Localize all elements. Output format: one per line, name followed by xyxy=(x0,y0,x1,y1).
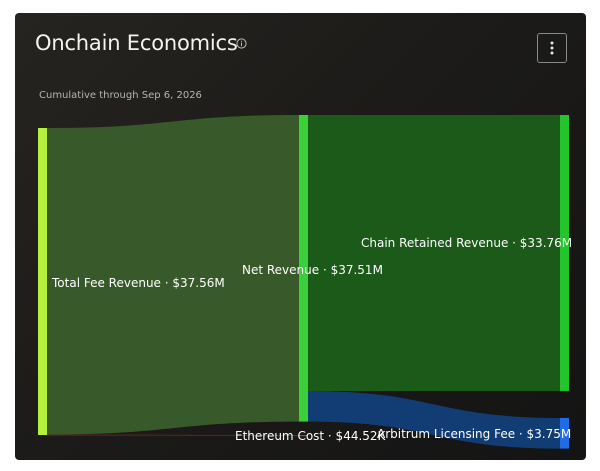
sankey-label-arb_license: Arbitrum Licensing Fee · $3.75M xyxy=(377,427,571,441)
sankey-link-net_rev-to-arb_license[interactable] xyxy=(308,390,560,449)
chart-subtitle: Cumulative through Sep 6, 2026 xyxy=(39,90,202,101)
page-title: Onchain Economics xyxy=(35,31,238,55)
sankey-label-chain_retained: Chain Retained Revenue · $33.76M xyxy=(361,236,572,250)
sankey-link-total_fee-to-eth_cost[interactable] xyxy=(47,434,299,436)
more-options-button[interactable] xyxy=(537,33,567,63)
sankey-nodes xyxy=(38,115,569,449)
sankey-link-net_rev-to-chain_retained[interactable] xyxy=(308,115,560,391)
vertical-dots-icon xyxy=(550,41,554,55)
sankey-label-eth_cost: Ethereum Cost · $44.52K xyxy=(235,429,387,443)
sankey-node-net_rev[interactable] xyxy=(299,115,308,422)
sankey-chart: Total Fee Revenue · $37.56M Net Revenue ·… xyxy=(38,115,572,449)
sankey-links xyxy=(47,115,560,449)
sankey-label-net_rev: Net Revenue · $37.51M xyxy=(242,263,383,277)
sankey-node-eth_cost[interactable] xyxy=(299,435,308,437)
sankey-node-arb_license[interactable] xyxy=(560,417,569,449)
info-icon[interactable] xyxy=(236,38,247,49)
sankey-labels: Total Fee Revenue · $37.56M Net Revenue ·… xyxy=(51,236,572,443)
sankey-link-total_fee-to-net_rev[interactable] xyxy=(47,115,299,435)
sankey-node-chain_retained[interactable] xyxy=(560,115,569,391)
sankey-node-total_fee[interactable] xyxy=(38,128,47,435)
chart-card: Onchain Economics Cumulative through Sep… xyxy=(15,13,586,460)
sankey-label-total_fee: Total Fee Revenue · $37.56M xyxy=(51,276,225,290)
